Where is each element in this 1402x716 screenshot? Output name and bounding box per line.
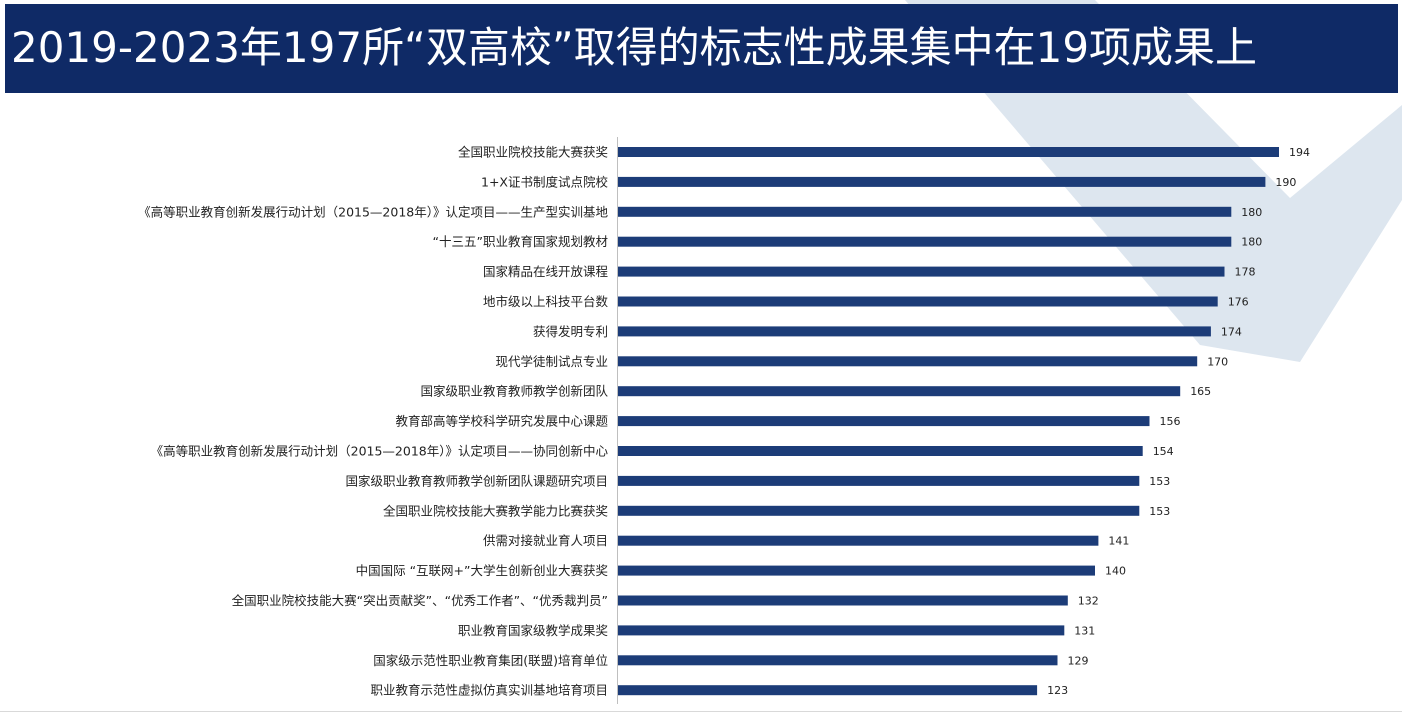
bar — [618, 565, 1095, 576]
bar — [618, 326, 1211, 337]
category-label: 全国职业院校技能大赛“突出贡献奖”、“优秀工作者”、“优秀裁判员” — [232, 593, 608, 608]
bar — [618, 625, 1065, 636]
category-label: 全国职业院校技能大赛获奖 — [458, 145, 608, 160]
page-title: 2019-2023年197所“双高校”取得的标志性成果集中在19项成果上 — [11, 23, 1258, 72]
data-label: 140 — [1105, 565, 1126, 578]
data-label: 131 — [1074, 624, 1095, 637]
data-label: 129 — [1068, 654, 1089, 667]
category-label: 获得发明专利 — [533, 324, 608, 339]
category-label: 供需对接就业育人项目 — [483, 533, 608, 548]
title-bar: 2019-2023年197所“双高校”取得的标志性成果集中在19项成果上 — [5, 4, 1398, 93]
bar-series — [618, 147, 1279, 696]
bar — [618, 206, 1232, 217]
data-label: 180 — [1241, 236, 1262, 249]
data-label: 174 — [1221, 325, 1242, 338]
bar — [618, 236, 1232, 247]
data-label: 153 — [1149, 505, 1170, 518]
data-label: 170 — [1207, 355, 1228, 368]
bar — [618, 446, 1143, 456]
data-label: 123 — [1047, 684, 1068, 697]
bar — [618, 685, 1038, 696]
data-label: 141 — [1108, 535, 1129, 548]
bar — [618, 147, 1279, 157]
category-label: 1+X证书制度试点院校 — [481, 174, 608, 189]
data-label: 178 — [1235, 266, 1256, 279]
category-label: 国家级职业教育教师教学创新团队 — [420, 384, 608, 399]
category-label: 《高等职业教育创新发展行动计划（2015—2018年）》认定项目——生产型实训基… — [138, 204, 608, 219]
bar — [618, 176, 1266, 187]
bar — [618, 505, 1140, 516]
category-labels: 全国职业院校技能大赛获奖 1+X证书制度试点院校《高等职业教育创新发展行动计划（2… — [138, 145, 608, 698]
bar — [618, 356, 1198, 367]
bar — [618, 416, 1150, 427]
bar — [618, 595, 1068, 606]
data-label: 176 — [1228, 296, 1249, 309]
data-label: 132 — [1078, 595, 1099, 608]
category-label: “十三五”职业教育国家规划教材 — [433, 234, 608, 249]
category-label: 职业教育国家级教学成果奖 — [458, 623, 608, 638]
data-label: 153 — [1149, 475, 1170, 488]
category-label: 现代学徒制试点专业 — [495, 354, 608, 369]
bar — [618, 655, 1058, 666]
bar — [618, 266, 1225, 277]
data-label: 156 — [1160, 415, 1181, 428]
data-label: 190 — [1275, 176, 1296, 189]
category-label: 国家级示范性职业教育集团(联盟)培育单位 — [373, 653, 608, 668]
category-label: 国家级职业教育教师教学创新团队课题研究项目 — [345, 473, 608, 488]
bottom-divider — [0, 711, 1402, 712]
category-label: 地市级以上科技平台数 — [483, 294, 609, 309]
category-label: 教育部高等学校科学研究发展中心课题 — [395, 414, 608, 429]
data-label: 180 — [1241, 206, 1262, 219]
data-label: 194 — [1289, 146, 1310, 159]
category-label: 国家精品在线开放课程 — [483, 264, 609, 279]
bar — [618, 535, 1099, 546]
category-label: 《高等职业教育创新发展行动计划（2015—2018年）》认定项目——协同创新中心 — [151, 444, 609, 459]
category-label: 全国职业院校技能大赛教学能力比赛获奖 — [383, 503, 608, 518]
bar — [618, 296, 1218, 307]
data-label: 154 — [1153, 445, 1174, 458]
bar — [618, 475, 1140, 486]
data-labels: 194 190 180 180 178 176 174 170 165 156 154 153 153 1… — [1047, 146, 1310, 697]
bar — [618, 386, 1181, 397]
data-label: 165 — [1190, 385, 1211, 398]
category-label: 职业教育示范性虚拟仿真实训基地培育项目 — [370, 683, 608, 698]
category-label: 中国国际 “互联网+”大学生创新创业大赛获奖 — [356, 563, 608, 578]
